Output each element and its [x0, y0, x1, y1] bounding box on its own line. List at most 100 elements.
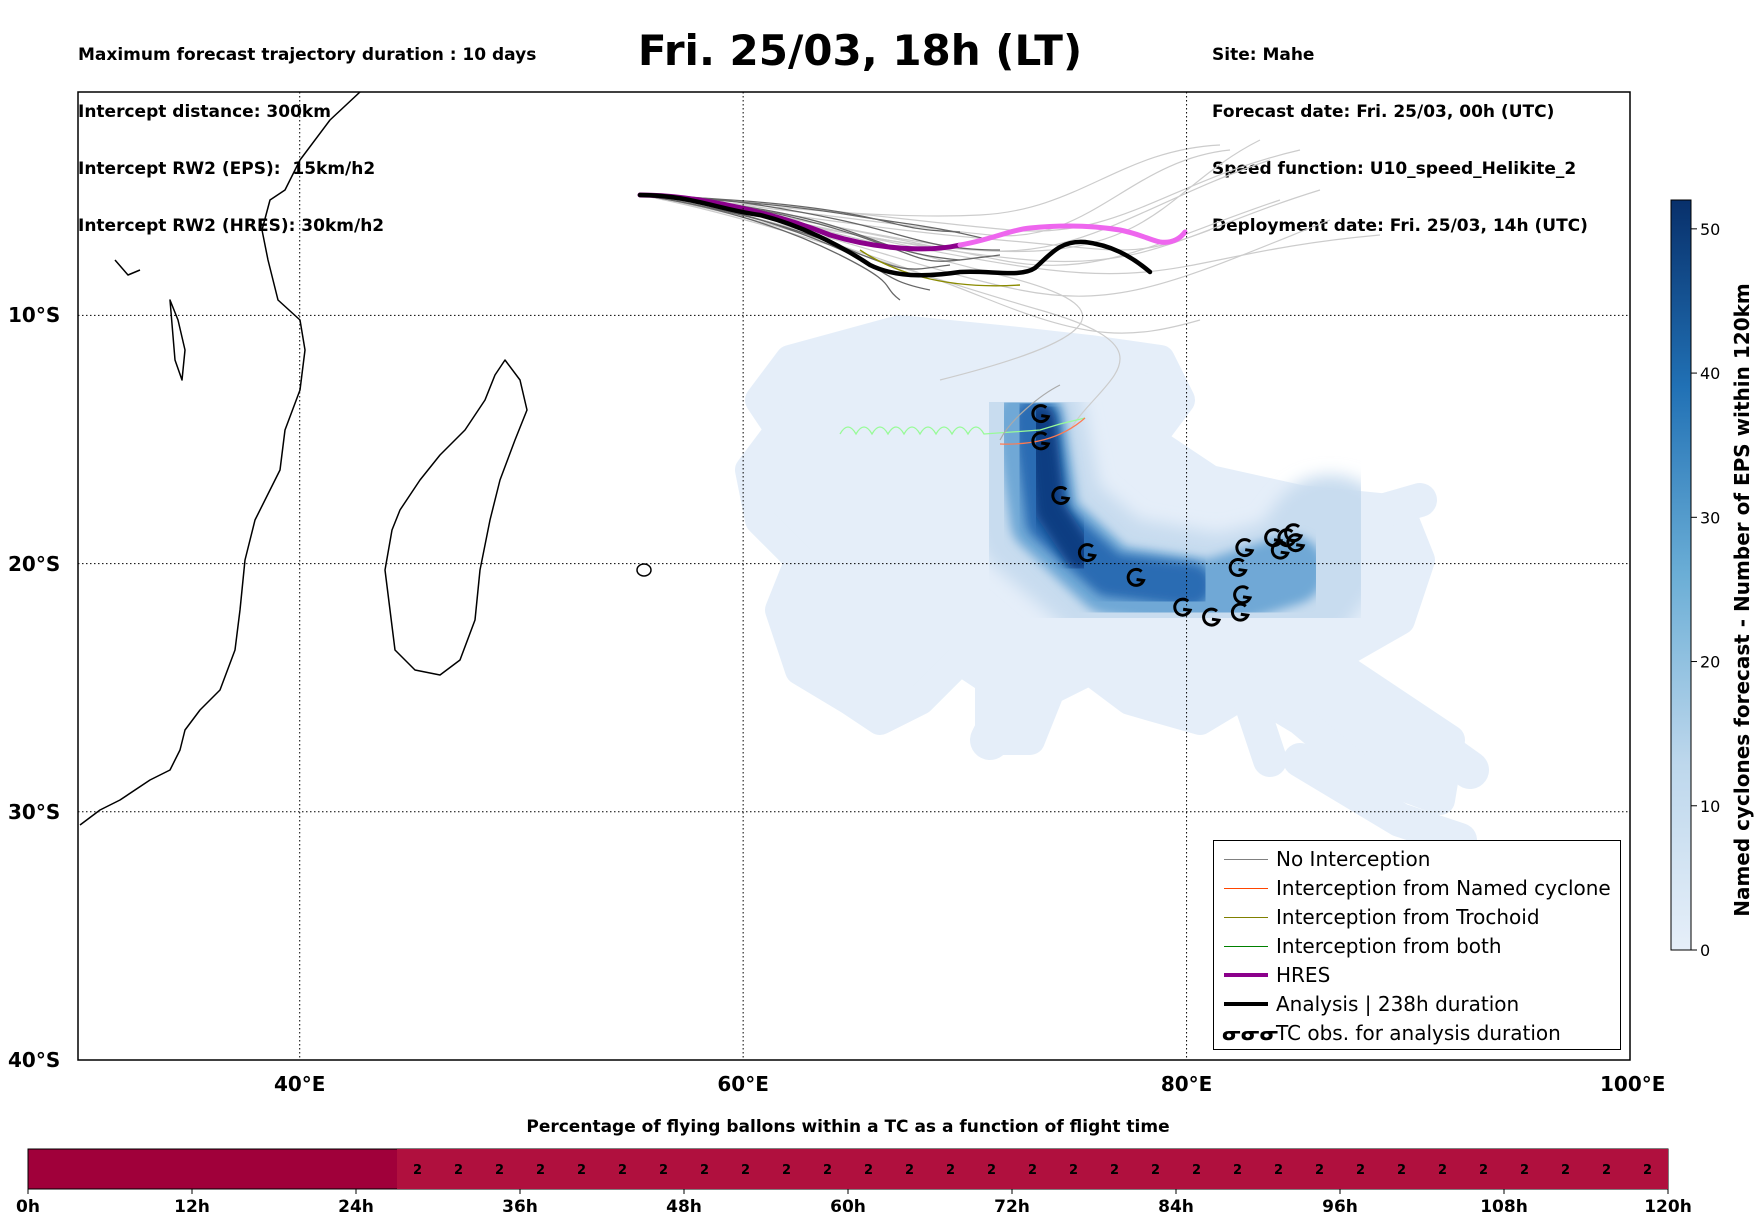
longitude-label: 40°E — [273, 1072, 326, 1096]
flight-time-tick-label: 60h — [830, 1197, 866, 1217]
flight-time-cell — [1176, 1149, 1217, 1189]
longitude-label: 80°E — [1160, 1072, 1213, 1096]
flight-time-tick-label: 36h — [502, 1197, 538, 1217]
longitude-label: 60°E — [717, 1072, 769, 1096]
tc-obs-marker — [1228, 558, 1248, 577]
flight-time-cell — [479, 1149, 520, 1189]
flight-time-cell-value: 2 — [1315, 1163, 1324, 1178]
flight-time-cell — [520, 1149, 561, 1189]
flight-time-cell-value: 2 — [1397, 1163, 1406, 1178]
tc-obs-marker — [1077, 543, 1097, 563]
legend-line-swatch — [1224, 887, 1268, 889]
flight-time-cell — [1012, 1149, 1053, 1189]
colorbar-tick-label: 10 — [1700, 797, 1720, 816]
flight-time-cell-value: 2 — [1356, 1163, 1365, 1178]
tc-obs-marker — [1173, 597, 1193, 617]
tc-obs-marker — [1031, 431, 1051, 451]
tc-obs-marker — [1286, 533, 1306, 553]
flight-time-tick-label: 48h — [666, 1197, 702, 1217]
flight-time-cell — [1094, 1149, 1135, 1189]
flight-time-cell-value: 2 — [823, 1163, 832, 1178]
flight-time-tick-label: 72h — [994, 1197, 1030, 1217]
flight-time-cell-value: 2 — [1028, 1163, 1037, 1178]
tc-obs-marker — [1051, 486, 1071, 505]
flight-time-cell-value: 2 — [700, 1163, 709, 1178]
flight-time-cell-value: 2 — [1192, 1163, 1201, 1178]
colorbar — [1670, 199, 1692, 951]
flight-time-cell — [1340, 1149, 1381, 1189]
island — [169, 299, 186, 381]
latitude-label: 30°S — [8, 799, 61, 824]
eps-no-interception-track — [999, 384, 1061, 441]
flight-time-tick-label: 96h — [1322, 1197, 1358, 1217]
flight-time-cell — [561, 1149, 602, 1189]
legend-label: HRES — [1276, 963, 1331, 987]
flight-time-cell-value: 2 — [618, 1163, 627, 1178]
flight-time-cell-value: 2 — [1602, 1163, 1611, 1178]
flight-time-cell — [397, 1149, 438, 1189]
flight-time-cell — [1217, 1149, 1258, 1189]
legend-item: Interception from Trochoid — [1214, 903, 1620, 931]
flight-time-cell-value: 2 — [1274, 1163, 1283, 1178]
tc-obs-marker — [1031, 404, 1051, 424]
latitude-label: 20°S — [8, 551, 61, 576]
flight-time-cell-value: 2 — [864, 1163, 873, 1178]
map-frame — [77, 91, 1631, 1061]
flight-time-cell — [1299, 1149, 1340, 1189]
colorbar-tick-label: 30 — [1700, 508, 1720, 527]
page-title: Fri. 25/03, 18h (LT) — [637, 26, 1083, 75]
legend-item: Interception from Named cyclone — [1214, 874, 1620, 902]
legend-line-swatch — [1224, 916, 1268, 918]
flight-time-cell-value: 2 — [987, 1163, 996, 1178]
legend-line-swatch — [1224, 973, 1268, 977]
legend-label: No Interception — [1276, 847, 1431, 871]
flight-time-cell — [1545, 1149, 1586, 1189]
flight-time-cell-value: 2 — [1438, 1163, 1447, 1178]
africa-coastline — [79, 92, 361, 826]
flight-time-cell — [1258, 1149, 1299, 1189]
flight-time-cell-value: 2 — [1110, 1163, 1119, 1178]
island — [636, 563, 652, 577]
colorbar-tick-label: 0 — [1700, 941, 1710, 960]
flight-time-cell — [766, 1149, 807, 1189]
flight-time-cell — [684, 1149, 725, 1189]
cyclone-density-field — [735, 315, 1489, 857]
flight-time-bar-title: Percentage of flying ballons within a TC… — [526, 1117, 1170, 1137]
island — [114, 259, 141, 276]
flight-time-cell — [438, 1149, 479, 1189]
flight-time-cell-value: 2 — [659, 1163, 668, 1178]
legend-line-swatch — [1224, 858, 1268, 860]
flight-time-cell — [807, 1149, 848, 1189]
flight-time-bar: 2 2 2 2 2 2 2 2 2 2 2 2 2 2 2 2 2 2 2 2 2 2 2 2 2 2 2 2 2 2 2 — [27, 1148, 1669, 1194]
colorbar-tick-label: 20 — [1700, 653, 1720, 672]
tc-obs-marker — [1233, 585, 1253, 605]
flight-time-cell-value: 2 — [1643, 1163, 1652, 1178]
colorbar-ticks: 0 10 20 30 40 50 — [1691, 220, 1720, 960]
flight-time-cell — [930, 1149, 971, 1189]
legend-item: No Interception — [1214, 845, 1620, 873]
legend-item: HRES — [1214, 961, 1620, 989]
legend-label: Analysis | 238h duration — [1276, 992, 1520, 1016]
legend-item: Analysis | 238h duration — [1214, 990, 1620, 1018]
flight-time-cell-value: 2 — [536, 1163, 545, 1178]
flight-time-cell-value: 2 — [454, 1163, 463, 1178]
flight-time-tick-label: 24h — [338, 1197, 374, 1217]
tc-obs-marker — [1235, 538, 1255, 558]
analysis-trajectory — [637, 192, 1153, 278]
flight-time-tick-label: 108h — [1480, 1197, 1528, 1217]
tc-obs-marker — [1284, 523, 1304, 543]
both-interception-track — [839, 417, 1086, 436]
legend-label: Interception from both — [1276, 934, 1502, 958]
legend-label: Interception from Named cyclone — [1276, 876, 1611, 900]
flight-time-cell-value: 2 — [1479, 1163, 1488, 1178]
longitude-label: 100°E — [1600, 1072, 1666, 1096]
latitude-label: 10°S — [8, 303, 61, 328]
flight-time-cell-value: 2 — [905, 1163, 914, 1178]
flight-time-cell-value: 2 — [741, 1163, 750, 1178]
flight-time-cell — [643, 1149, 684, 1189]
legend-line-swatch — [1224, 945, 1268, 947]
flight-time-cell-value: 2 — [1561, 1163, 1570, 1178]
flight-time-cell — [971, 1149, 1012, 1189]
flight-time-cell — [889, 1149, 930, 1189]
